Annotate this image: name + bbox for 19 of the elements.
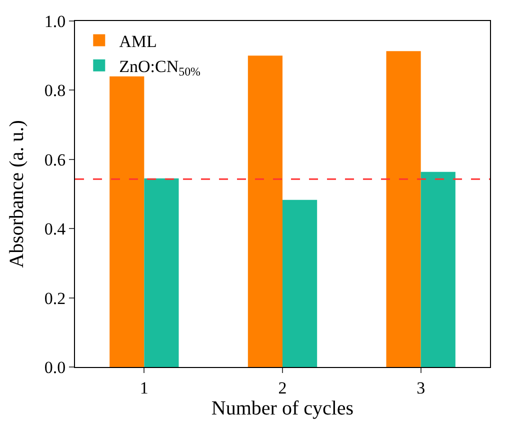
y-axis-title: Absorbance (a. u.)	[6, 120, 28, 268]
bar	[386, 51, 421, 367]
y-tick-label: 0.4	[44, 220, 66, 239]
y-tick-label: 0.2	[44, 288, 66, 308]
x-tick-label: 2	[278, 378, 287, 398]
x-tick-label: 3	[416, 378, 426, 398]
legend-label: ZnO:CN$_{50%}$	[119, 57, 201, 79]
y-tick-label: 0.6	[44, 150, 66, 170]
y-tick-label: 0.8	[44, 81, 66, 100]
x-tick-label: 1	[140, 378, 148, 398]
y-tick-label: 1.0	[44, 12, 66, 31]
bar	[248, 56, 282, 367]
bar	[144, 178, 179, 367]
y-tick-label: 0.0	[44, 358, 66, 377]
bar	[282, 200, 318, 367]
legend-label: AML	[119, 32, 157, 51]
bar	[110, 76, 144, 367]
x-axis-title: Number of cycles	[211, 397, 354, 420]
bar	[420, 172, 456, 367]
